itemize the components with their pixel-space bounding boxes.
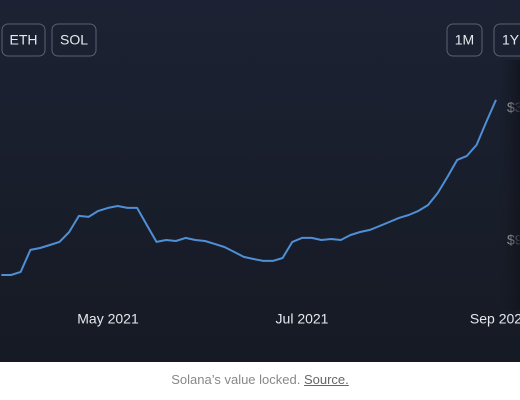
chart-background xyxy=(0,0,520,362)
line xyxy=(1,99,497,276)
button-label[interactable]: 1M xyxy=(455,32,474,48)
button-label[interactable]: SOL xyxy=(60,32,88,48)
button-label[interactable]: 1Y xyxy=(502,32,520,48)
button-label[interactable]: ETH xyxy=(10,32,38,48)
button[interactable]: SOL xyxy=(51,23,97,57)
x-tick-label: May 2021 xyxy=(77,311,139,327)
source-link[interactable]: Source. xyxy=(303,372,349,387)
caption: Solana’s value locked. Source. xyxy=(0,372,520,387)
button[interactable]: 1Y xyxy=(493,23,520,57)
button[interactable]: ETH xyxy=(1,23,46,57)
edge-fade xyxy=(498,60,520,310)
caption-text: Solana’s value locked. xyxy=(171,372,301,387)
x-tick-label: Jul 2021 xyxy=(276,311,329,327)
x-tick-label: Sep 202 xyxy=(470,311,520,327)
button[interactable]: 1M xyxy=(446,23,483,57)
